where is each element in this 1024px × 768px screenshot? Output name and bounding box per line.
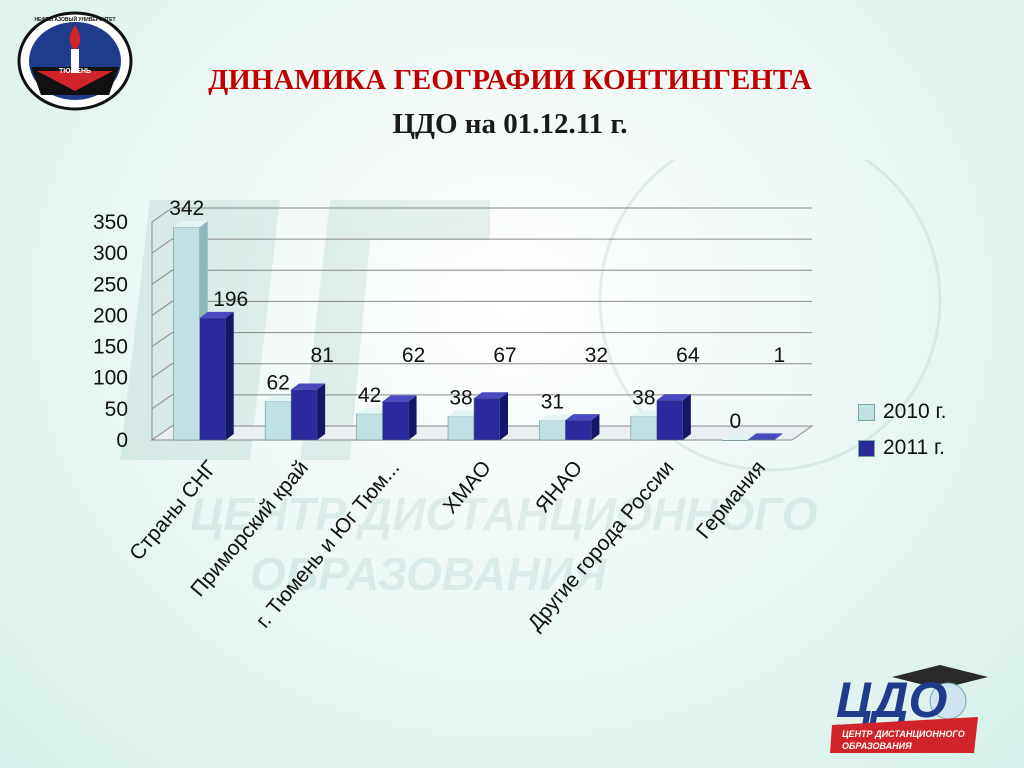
cdo-logo-line1: ЦЕНТР ДИСТАНЦИОННОГО (842, 729, 965, 739)
gridline (151, 332, 812, 347)
legend-item-2010: 2010 г. (858, 400, 946, 424)
bar-top (199, 311, 234, 318)
cdo-logo: ЦДО ЦЕНТР ДИСТАНЦИОННОГО ОБРАЗОВАНИЯ (830, 665, 988, 753)
bar-2011 (565, 419, 592, 441)
data-label: 31 (541, 391, 564, 414)
bar-top (265, 395, 300, 402)
bar-side (408, 395, 417, 440)
cdo-logo-line2: ОБРАЗОВАНИЯ (842, 741, 912, 751)
bar-2011 (290, 389, 318, 441)
x-tick-label: ЯНАО (531, 456, 587, 517)
data-label: 38 (632, 386, 655, 409)
y-tick-label: 300 (93, 242, 128, 265)
university-logo: НЕФТЕГАЗОВЫЙ УНИВЕРСИТЕТ ТЮМЕНЬ (17, 11, 133, 111)
title-line-2: ЦДО на 01.12.11 г. (392, 108, 628, 140)
bar-2010 (630, 416, 658, 441)
x-tick-label: ХМАО (439, 456, 496, 518)
bar-side (317, 383, 326, 440)
gridline (151, 394, 812, 410)
bar-top (539, 414, 574, 421)
data-label: 32 (585, 344, 608, 367)
y-tick-label: 250 (93, 273, 128, 296)
data-label: 0 (729, 410, 741, 433)
cdo-mark: ЦДО (836, 672, 948, 728)
bar-top (173, 220, 208, 227)
bar-top (722, 434, 757, 440)
data-label: 38 (449, 386, 472, 409)
data-label: 342 (169, 197, 204, 220)
bar-side (774, 433, 783, 440)
gridline (151, 300, 812, 316)
bar-2010 (173, 226, 200, 441)
logo-ring-text: ТЮМЕНЬ (59, 68, 91, 75)
bar-top (382, 395, 417, 402)
bar-2010 (722, 439, 749, 441)
legend-label-2011: 2011 г. (883, 436, 945, 459)
bar-side (225, 311, 234, 440)
x-tick-label: Страны СНГ (125, 456, 221, 565)
gridline (151, 363, 812, 379)
data-label: 42 (358, 384, 381, 407)
bar-top (356, 407, 391, 414)
title-line-1: ДИНАМИКА ГЕОГРАФИИ КОНТИНГЕНТА (208, 64, 812, 96)
bar-top (448, 410, 482, 417)
data-label: 196 (213, 288, 248, 311)
chart-legend: 2010 г. 2011 г. (858, 400, 946, 472)
y-tick-label: 0 (116, 429, 128, 452)
graduation-cap-icon (892, 665, 988, 689)
data-label: 62 (266, 371, 289, 394)
bar-side (682, 394, 691, 440)
bar-top (474, 392, 508, 399)
bar-top (630, 410, 665, 417)
x-tick-label: Германия (692, 456, 770, 543)
bar-top (291, 383, 326, 390)
bar-2011 (748, 439, 775, 441)
bar-2011 (473, 398, 501, 441)
data-label: 1 (773, 344, 785, 367)
data-label: 62 (402, 344, 425, 367)
gridline (151, 238, 812, 254)
bar-2011 (199, 317, 226, 441)
gridline (151, 207, 812, 223)
bar-top (656, 394, 691, 401)
y-tick-label: 100 (93, 367, 128, 390)
bar-side (591, 414, 600, 440)
legend-swatch-2011 (858, 439, 875, 457)
y-tick-label: 150 (93, 336, 128, 359)
bar-top (565, 414, 600, 421)
y-tick-label: 350 (93, 211, 128, 234)
page-title: ДИНАМИКА ГЕОГРАФИИ КОНТИНГЕНТА ЦДО на 01… (150, 58, 870, 146)
bar-2010 (356, 413, 383, 441)
data-label: 64 (676, 344, 700, 367)
y-tick-label: 50 (105, 398, 128, 421)
bar-2010 (447, 416, 475, 441)
logo-ring-text-top: НЕФТЕГАЗОВЫЙ УНИВЕРСИТЕТ (34, 15, 115, 23)
bar-2011 (656, 399, 684, 441)
bar-top (748, 433, 783, 440)
bar-2010 (264, 401, 292, 441)
data-label: 81 (310, 344, 333, 367)
y-tick-label: 200 (93, 304, 128, 327)
legend-label-2010: 2010 г. (883, 400, 947, 423)
legend-item-2011: 2011 г. (858, 436, 946, 460)
data-label: 67 (493, 344, 516, 367)
legend-swatch-2010 (858, 403, 875, 421)
flame-icon (69, 25, 81, 51)
bar-side (500, 392, 508, 440)
gridline (151, 269, 812, 285)
bar-2010 (539, 420, 566, 441)
bar-2011 (382, 401, 409, 441)
